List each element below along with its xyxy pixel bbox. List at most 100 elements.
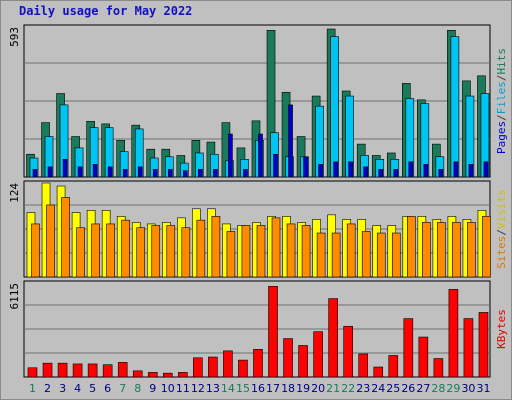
- x-tick-label-20: 20: [311, 382, 325, 395]
- bar-sites-18: [286, 223, 296, 278]
- bar-kbytes-12: [193, 357, 203, 378]
- x-tick-label-7: 7: [119, 382, 126, 395]
- bar-kbytes-19: [298, 345, 308, 378]
- bar-sites-20: [316, 232, 326, 278]
- x-tick-label-29: 29: [446, 382, 460, 395]
- bar-pages-15: [243, 169, 248, 178]
- bar-sites-11: [181, 227, 191, 278]
- bar-pages-17: [273, 153, 278, 178]
- bar-pages-5: [92, 164, 98, 178]
- chart-title: Daily usage for May 2022: [19, 4, 193, 18]
- x-tick-label-5: 5: [89, 382, 96, 395]
- x-tick-label-21: 21: [326, 382, 340, 395]
- bar-sites-26: [407, 216, 416, 278]
- x-tick-label-9: 9: [149, 382, 156, 395]
- bar-kbytes-1: [27, 367, 38, 378]
- x-tick-label-19: 19: [296, 382, 310, 395]
- bar-sites-21: [331, 232, 341, 278]
- bar-kbytes-30: [463, 318, 474, 378]
- bar-pages-9: [152, 169, 158, 178]
- bar-kbytes-18: [283, 338, 293, 378]
- bar-pages-30: [468, 164, 474, 178]
- bar-sites-22: [346, 223, 356, 278]
- bar-kbytes-26: [403, 318, 414, 378]
- x-tick-label-23: 23: [356, 382, 370, 395]
- bar-pages-6: [107, 166, 113, 178]
- bar-sites-14: [226, 231, 236, 278]
- bar-kbytes-9: [147, 372, 158, 378]
- bar-sites-23: [361, 231, 371, 278]
- bar-pages-22: [348, 161, 353, 178]
- bar-sites-1: [31, 223, 40, 278]
- bar-pages-31: [483, 161, 489, 178]
- bar-pages-18: [288, 104, 293, 178]
- bar-pages-1: [32, 169, 38, 178]
- bar-kbytes-15: [238, 359, 248, 378]
- bar-sites-12: [196, 219, 206, 278]
- bar-pages-11: [183, 170, 188, 178]
- x-tick-label-13: 13: [206, 382, 220, 395]
- legend-sites-visits: Sites/Visits: [495, 189, 508, 269]
- bar-sites-5: [91, 223, 100, 278]
- bar-files-21: [330, 36, 339, 178]
- x-tick-label-16: 16: [251, 382, 265, 395]
- bar-sites-31: [482, 216, 491, 278]
- x-tick-label-26: 26: [401, 382, 415, 395]
- bar-kbytes-27: [418, 336, 429, 378]
- bar-sites-6: [106, 223, 115, 278]
- bar-sites-8: [136, 227, 146, 278]
- bar-sites-10: [166, 225, 176, 278]
- max-label-kbytes: 6115: [8, 283, 21, 310]
- x-tick-label-17: 17: [266, 382, 280, 395]
- bar-sites-16: [256, 225, 266, 278]
- x-tick-label-30: 30: [461, 382, 475, 395]
- bar-pages-24: [378, 169, 384, 178]
- bar-pages-12: [198, 169, 203, 178]
- legend-visits: Visits: [495, 189, 508, 229]
- x-tick-label-18: 18: [281, 382, 295, 395]
- bar-sites-24: [376, 232, 386, 278]
- bar-pages-8: [137, 166, 143, 178]
- x-tick-label-28: 28: [431, 382, 445, 395]
- bar-kbytes-10: [162, 372, 173, 378]
- bar-sites-25: [391, 232, 401, 278]
- bar-pages-20: [318, 164, 323, 178]
- bar-pages-10: [167, 169, 173, 178]
- bar-sites-28: [437, 222, 446, 278]
- bar-files-29: [450, 36, 460, 178]
- x-tick-label-12: 12: [191, 382, 205, 395]
- bar-pages-13: [213, 169, 218, 178]
- bar-sites-29: [452, 222, 461, 278]
- x-tick-label-27: 27: [416, 382, 430, 395]
- legend-sites: Sites: [495, 236, 508, 269]
- bar-sites-30: [467, 222, 476, 278]
- bar-sites-4: [76, 227, 85, 278]
- bar-sites-27: [422, 222, 431, 278]
- bar-sites-9: [151, 225, 161, 278]
- bar-sites-3: [61, 197, 70, 278]
- bar-sites-15: [241, 225, 251, 278]
- bar-kbytes-23: [358, 353, 369, 378]
- bar-pages-16: [258, 133, 263, 178]
- bar-pages-23: [363, 166, 369, 178]
- bar-kbytes-28: [433, 358, 444, 378]
- bar-pages-25: [393, 169, 399, 178]
- bar-pages-14: [228, 133, 233, 178]
- legend-kbytes: KBytes: [495, 309, 508, 349]
- bar-kbytes-20: [313, 331, 323, 378]
- bar-kbytes-8: [132, 370, 143, 378]
- bar-kbytes-5: [87, 363, 98, 378]
- x-tick-label-1: 1: [29, 382, 36, 395]
- x-tick-label-6: 6: [104, 382, 111, 395]
- bar-kbytes-11: [178, 372, 188, 378]
- x-tick-label-25: 25: [386, 382, 400, 395]
- bar-sites-7: [121, 219, 130, 278]
- legend-separator: /: [495, 114, 508, 121]
- legend-separator: /: [495, 75, 508, 82]
- bar-kbytes-6: [102, 364, 113, 378]
- bar-kbytes-25: [388, 355, 399, 378]
- bar-kbytes-7: [117, 362, 128, 378]
- bar-sites-17: [271, 217, 281, 278]
- bar-pages-29: [453, 161, 459, 178]
